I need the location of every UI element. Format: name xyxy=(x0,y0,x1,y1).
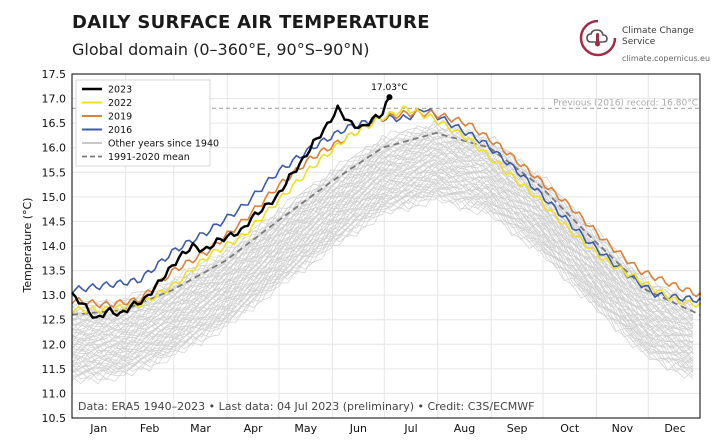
other-year-line xyxy=(71,184,694,380)
mean-1991-2020-line xyxy=(71,132,701,316)
other-year-line xyxy=(71,127,694,316)
axes xyxy=(71,73,701,419)
y-tick-label: 13.5 xyxy=(42,265,67,278)
other-year-line xyxy=(71,154,694,347)
annotation: 17.03°C xyxy=(371,83,408,101)
legend-label: 1991-2020 mean xyxy=(108,152,190,163)
legend-label: 2022 xyxy=(108,98,132,109)
y-tick-label: 16.0 xyxy=(42,142,67,155)
legend-label: 2019 xyxy=(108,112,132,123)
brand-url: climate.copernicus.eu xyxy=(622,54,711,63)
x-tick-label: Oct xyxy=(560,422,580,435)
record-line: Previous (2016) record: 16.80°C xyxy=(72,98,700,110)
other-year-line xyxy=(71,184,694,381)
series-lines xyxy=(71,96,701,319)
legend-label: 2016 xyxy=(108,125,132,136)
other-year-line xyxy=(71,189,694,378)
x-tick-label: Dec xyxy=(664,422,685,435)
annotation-dot xyxy=(386,94,393,101)
footer-credit: Data: ERA5 1940–2023 • Last data: 04 Jul… xyxy=(78,400,534,413)
y-tick-label: 13.0 xyxy=(42,289,67,302)
other-year-line xyxy=(71,155,694,349)
other-year-line xyxy=(71,191,694,381)
other-year-line xyxy=(71,170,694,364)
previous-record-label: Previous (2016) record: 16.80°C xyxy=(553,98,698,108)
chart-subtitle: Global domain (0–360°E, 90°S–90°N) xyxy=(72,40,370,59)
mean-line xyxy=(71,132,701,316)
y-tick-label: 10.5 xyxy=(42,412,67,425)
brand-name: Climate Change Service xyxy=(622,26,694,47)
y-tick-labels: 10.5 11.0 11.5 12.0 12.5 13.0 13.5 14.0 14.5 15.0… xyxy=(42,68,67,425)
annotation-label: 17.03°C xyxy=(371,83,408,93)
legend: 2023 2022 2019 2016 Other years since 1940 19… xyxy=(75,79,219,167)
x-tick-label: Jan xyxy=(89,422,107,435)
other-year-line xyxy=(71,164,694,358)
x-tick-label: Nov xyxy=(612,422,634,435)
other-year-line xyxy=(71,164,694,354)
other-year-line xyxy=(71,156,694,350)
y-tick-label: 14.0 xyxy=(42,240,67,253)
y-tick-label: 11.0 xyxy=(42,387,67,400)
x-tick-label: Jun xyxy=(349,422,367,435)
legend-box xyxy=(75,79,211,167)
other-year-line xyxy=(71,146,694,339)
y-tick-label: 12.5 xyxy=(42,314,67,327)
other-year-line xyxy=(71,123,694,318)
x-tick-label: Jul xyxy=(403,422,417,435)
x-tick-label: Mar xyxy=(190,422,211,435)
legend-label: 2023 xyxy=(108,85,132,96)
x-tick-label: Aug xyxy=(454,422,475,435)
y-tick-label: 15.5 xyxy=(42,166,67,179)
x-tick-label: Sep xyxy=(507,422,528,435)
y-tick-label: 16.5 xyxy=(42,117,67,130)
other-year-line xyxy=(71,175,694,364)
other-year-line xyxy=(71,175,694,366)
other-year-line xyxy=(71,150,694,344)
other-year-line xyxy=(71,135,694,324)
other-year-line xyxy=(71,175,694,372)
plot-frame xyxy=(71,73,701,419)
y-tick-label: 17.0 xyxy=(42,93,67,106)
y-axis-label: Temperature (°C) xyxy=(21,198,34,294)
other-year-line xyxy=(71,142,694,333)
x-tick-label: May xyxy=(294,422,317,435)
legend-label: Other years since 1940 xyxy=(108,139,219,150)
y-tick-label: 12.0 xyxy=(42,338,67,351)
series-line-2022 xyxy=(71,105,701,315)
y-tick-label: 17.5 xyxy=(42,68,67,81)
x-tick-label: Apr xyxy=(244,422,264,435)
y-tick-label: 14.5 xyxy=(42,215,67,228)
other-year-line xyxy=(71,146,694,339)
other-year-line xyxy=(71,183,694,374)
other-year-line xyxy=(71,154,694,348)
brand-block: Climate Change Service climate.copernicu… xyxy=(578,18,718,68)
x-tick-labels: Jan Feb Mar Apr May Jun Jul Aug Sep Oct Nov Dec xyxy=(89,422,685,435)
thermometer-cloud-icon xyxy=(579,19,617,57)
other-year-line xyxy=(71,178,694,370)
x-tick-label: Feb xyxy=(140,422,159,435)
y-tick-label: 15.0 xyxy=(42,191,67,204)
other-year-line xyxy=(71,132,694,328)
other-year-line xyxy=(71,159,694,353)
other-year-line xyxy=(71,183,694,375)
other-year-line xyxy=(71,120,694,317)
other-year-line xyxy=(71,130,694,322)
other-year-line xyxy=(71,129,694,326)
series-line-2023 xyxy=(71,96,391,319)
y-tick-label: 11.5 xyxy=(42,363,67,376)
other-year-line xyxy=(71,178,694,377)
other-year-line xyxy=(71,158,694,354)
other-year-line xyxy=(71,138,694,332)
chart-title: DAILY SURFACE AIR TEMPERATURE xyxy=(72,12,430,33)
other-year-line xyxy=(71,151,694,344)
